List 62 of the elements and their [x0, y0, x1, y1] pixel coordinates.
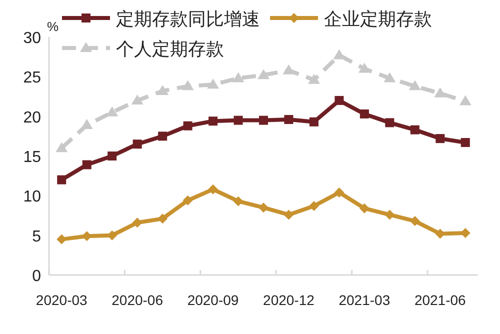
- point: [384, 210, 395, 220]
- point: [207, 78, 220, 89]
- point: [408, 80, 421, 90]
- point: [82, 160, 92, 170]
- legend-label: 定期存款同比增速: [116, 9, 260, 29]
- point: [384, 72, 396, 82]
- point: [284, 115, 294, 124]
- legend-label: 个人定期存款: [116, 39, 224, 59]
- point: [56, 142, 68, 152]
- y-tick-label: 0: [32, 268, 42, 285]
- point: [410, 216, 420, 226]
- y-tick-label: 10: [23, 188, 42, 206]
- point: [358, 62, 370, 73]
- y-tick-label: 25: [23, 70, 42, 87]
- y-axis-title: %: [47, 19, 59, 34]
- point: [108, 152, 117, 160]
- y-tick-label: 20: [23, 109, 42, 126]
- point: [233, 196, 244, 206]
- point: [158, 132, 168, 141]
- point: [459, 95, 472, 106]
- y-tick-label: 5: [32, 228, 42, 246]
- point: [334, 96, 344, 105]
- point: [158, 214, 168, 224]
- point: [308, 74, 320, 84]
- point: [259, 116, 268, 125]
- point: [182, 80, 194, 90]
- point: [436, 134, 445, 144]
- point: [182, 195, 193, 206]
- point: [232, 72, 244, 82]
- point: [106, 106, 118, 116]
- x-tick-label: 2021-06: [414, 292, 466, 308]
- x-tick-label: 2020-12: [263, 292, 315, 308]
- point: [131, 94, 144, 104]
- y-tick-label: 30: [23, 30, 42, 47]
- point: [360, 109, 369, 118]
- x-tick-label: 2020-03: [36, 292, 88, 308]
- point: [132, 140, 142, 149]
- point: [284, 210, 294, 220]
- x-tick-label: 2021-03: [338, 292, 390, 308]
- point: [183, 121, 192, 130]
- point: [208, 116, 218, 126]
- point: [308, 200, 319, 211]
- point: [359, 203, 370, 214]
- x-tick-label: 2020-09: [187, 292, 239, 308]
- point: [385, 118, 394, 128]
- point: [334, 187, 344, 198]
- x-tick-label: 2020-06: [112, 292, 164, 308]
- point: [282, 64, 295, 74]
- point: [460, 138, 470, 148]
- point: [56, 234, 67, 244]
- legend-label: 企业定期存款: [324, 9, 432, 29]
- point: [57, 175, 66, 184]
- point: [208, 184, 218, 194]
- point: [156, 84, 169, 95]
- point: [234, 116, 243, 125]
- point: [258, 69, 270, 80]
- point: [410, 125, 420, 134]
- y-tick-label: 15: [23, 149, 42, 166]
- point: [309, 117, 318, 126]
- point: [258, 202, 268, 213]
- point: [132, 218, 142, 228]
- point: [434, 87, 446, 98]
